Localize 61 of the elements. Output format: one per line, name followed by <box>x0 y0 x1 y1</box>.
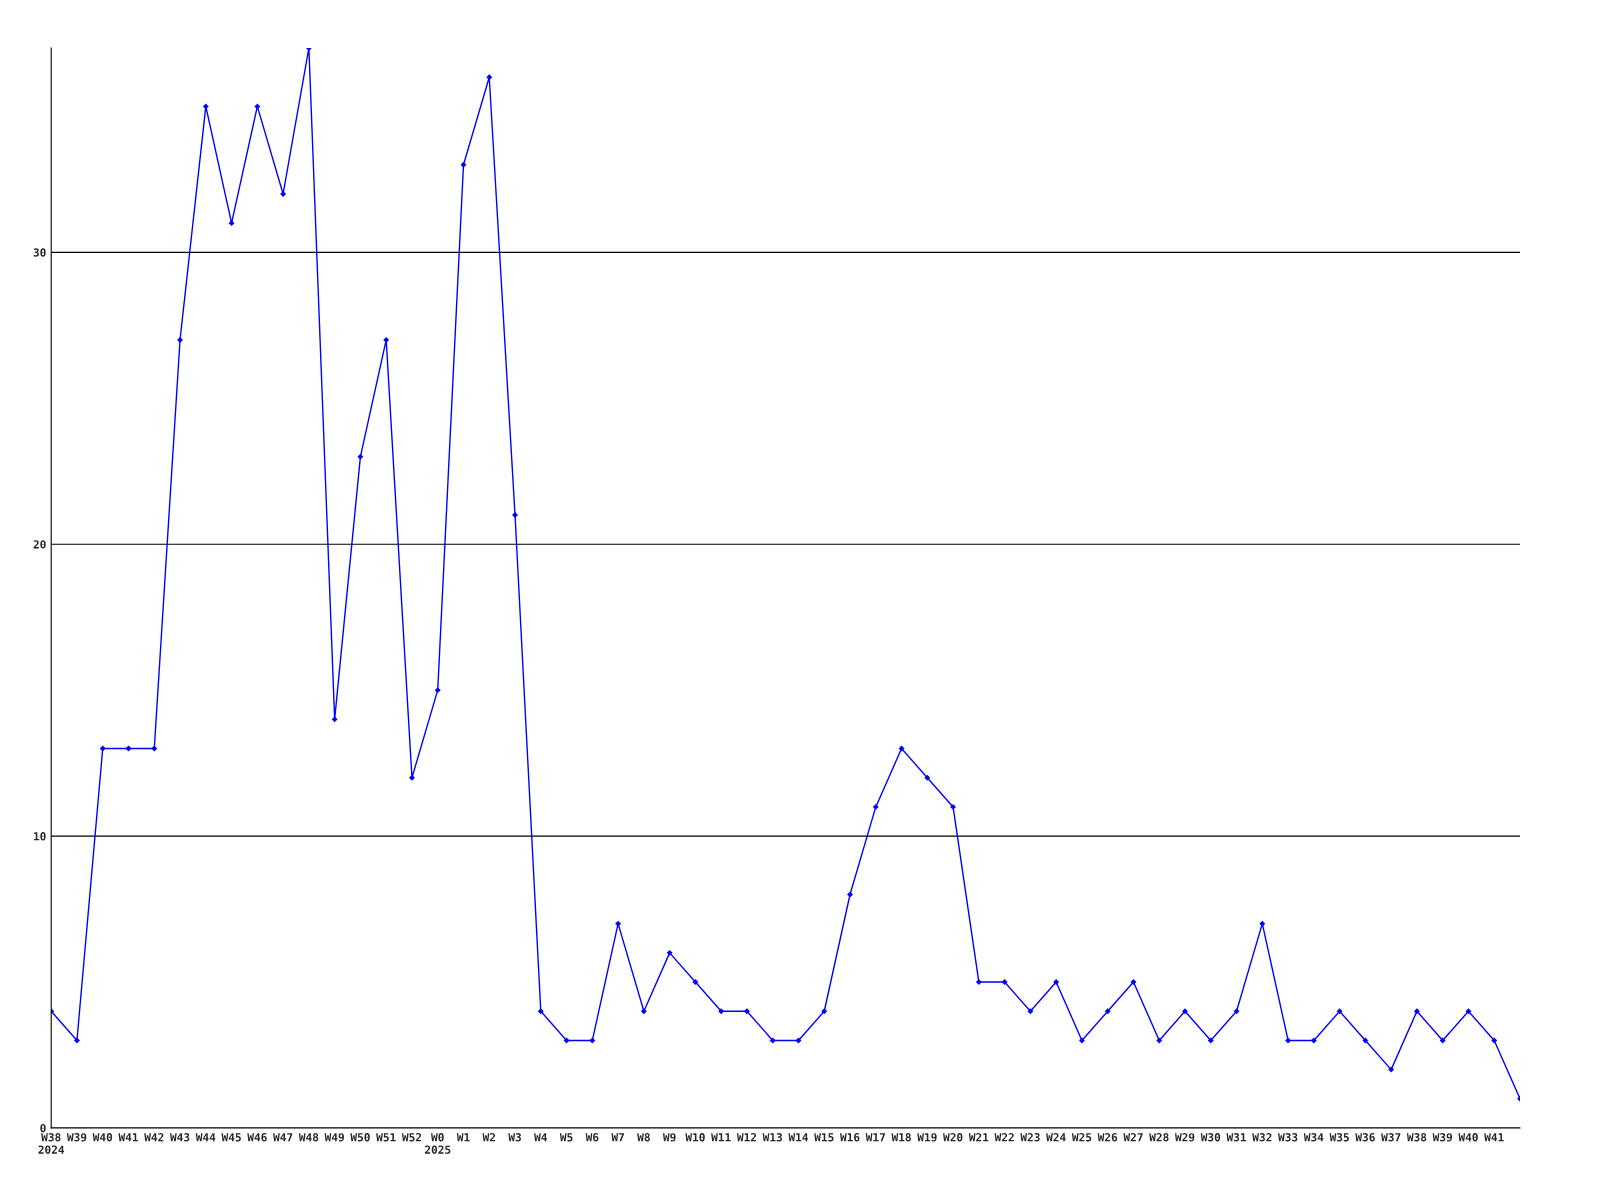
x-tick-label: W3 <box>508 1133 521 1142</box>
x-tick-label: W10 <box>685 1133 705 1142</box>
x-tick-label: W31 <box>1226 1133 1247 1142</box>
x-tick-label: W46 <box>247 1133 267 1142</box>
x-tick-label: W37 <box>1381 1133 1401 1142</box>
x-tick-label: W30 <box>1200 1133 1221 1142</box>
x-tick-label: W35 <box>1329 1133 1349 1142</box>
x-tick-label: W7 <box>611 1133 624 1142</box>
y-tick-label: 30 <box>33 248 46 257</box>
x-tick-label: W32 <box>1252 1133 1272 1142</box>
x-tick-label: W51 <box>376 1133 396 1142</box>
x-tick-label: W38 <box>1406 1133 1427 1142</box>
x-tick-label: W45 <box>221 1133 241 1142</box>
x-tick-label: W16 <box>839 1133 860 1142</box>
x-tick-label: W14 <box>788 1133 809 1142</box>
x-tick-label: W27 <box>1123 1133 1143 1142</box>
x-tick-label: W48 <box>298 1133 319 1142</box>
x-tick-label: W40 <box>92 1133 113 1142</box>
x-tick-label: W41 <box>118 1133 139 1142</box>
x-tick-label: W15 <box>814 1133 834 1142</box>
x-tick-label: W19 <box>917 1133 937 1142</box>
x-tick-label: W2 <box>482 1133 496 1142</box>
x-tick-label: W50 <box>350 1133 370 1142</box>
x-tick-label: W11 <box>711 1133 731 1142</box>
y-tick-label: 10 <box>33 832 46 841</box>
x-tick-label: W33 <box>1278 1133 1298 1142</box>
x-tick-label: W1 <box>456 1133 470 1142</box>
x-tick-label: W12 <box>736 1133 757 1142</box>
x-tick-label: W18 <box>891 1133 911 1142</box>
x-tick-label: W26 <box>1097 1133 1118 1142</box>
x-tick-label: W39 <box>66 1133 87 1142</box>
x-tick-label: W40 <box>1458 1133 1478 1142</box>
x-tick-label: W44 <box>195 1133 216 1142</box>
x-tick-label: W22 <box>994 1133 1014 1142</box>
x-tick-label: W41 <box>1484 1133 1504 1142</box>
x-tick-label: W38 2024 <box>38 1133 65 1154</box>
x-tick-label: W21 <box>968 1133 989 1142</box>
x-tick-label: W23 <box>1020 1133 1040 1142</box>
x-tick-label: W4 <box>534 1133 547 1142</box>
y-tick-label: 0 <box>40 1123 46 1133</box>
x-tick-label: W24 <box>1046 1133 1066 1142</box>
x-tick-label: W9 <box>662 1133 676 1142</box>
x-tick-label: W36 <box>1355 1133 1375 1142</box>
x-tick-label: W5 <box>559 1133 573 1142</box>
x-tick-label: W25 <box>1071 1133 1092 1142</box>
x-tick-label: W29 <box>1174 1133 1195 1142</box>
x-tick-label: W39 <box>1432 1133 1453 1142</box>
x-tick-label: W17 <box>865 1133 885 1142</box>
x-tick-label: W34 <box>1303 1133 1324 1142</box>
x-tick-label: W49 <box>324 1133 344 1142</box>
x-tick-label: W43 <box>170 1133 190 1142</box>
x-tick-label: W8 <box>637 1133 650 1142</box>
x-tick-label: W28 <box>1149 1133 1169 1142</box>
x-tick-label: W42 <box>144 1133 164 1142</box>
x-tick-label: W0 2025 <box>424 1133 451 1154</box>
y-tick-label: 20 <box>33 540 46 549</box>
x-tick-label: W13 <box>762 1133 783 1142</box>
x-tick-label: W20 <box>943 1133 963 1142</box>
x-tick-label: W47 <box>273 1133 293 1142</box>
x-tick-label: W52 <box>401 1133 422 1142</box>
x-tick-label: W6 <box>585 1133 599 1142</box>
